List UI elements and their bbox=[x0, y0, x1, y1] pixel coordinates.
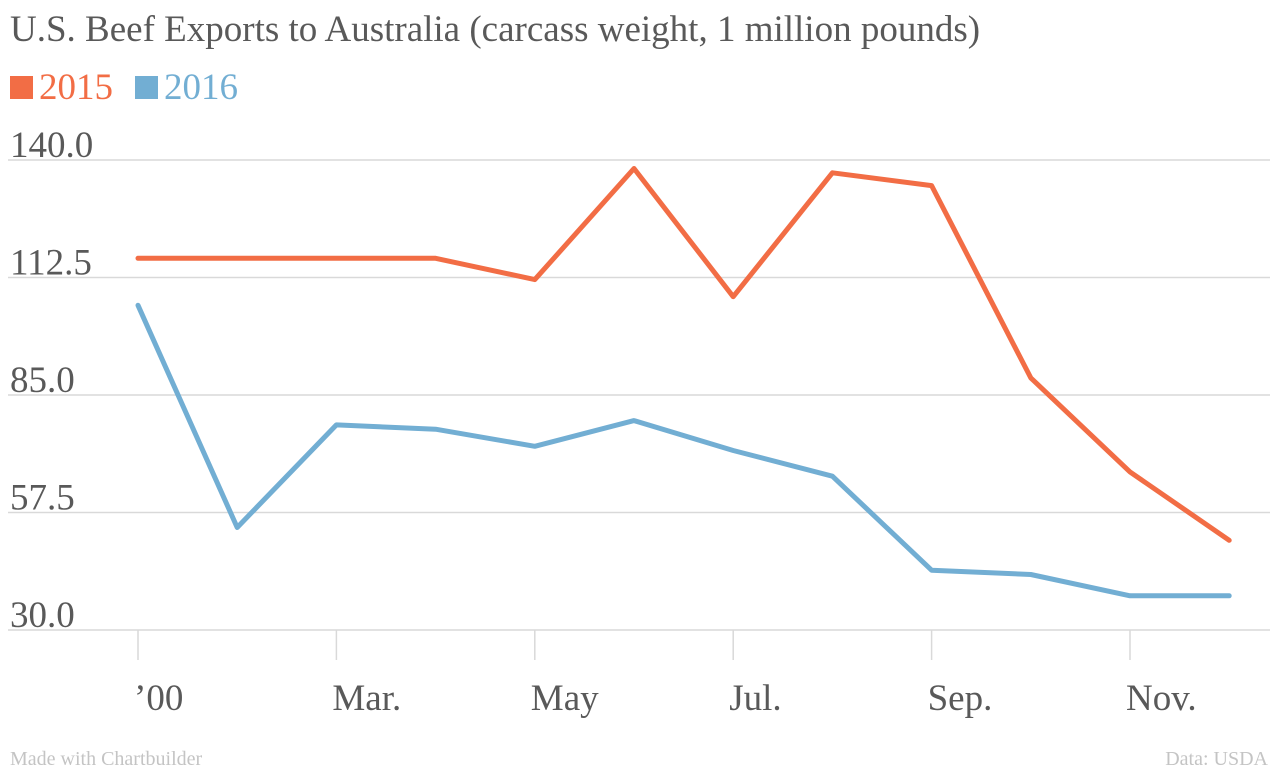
chart-title: U.S. Beef Exports to Australia (carcass … bbox=[10, 9, 981, 50]
x-tick-label: Nov. bbox=[1126, 678, 1197, 719]
gridlines bbox=[8, 159, 1270, 631]
legend-swatch-2015 bbox=[10, 76, 33, 99]
legend-swatch-2016 bbox=[135, 76, 158, 99]
y-axis-tick-labels: 140.0 112.5 85.0 57.5 30.0 bbox=[10, 125, 93, 636]
chartbuilder-credit: Made with Chartbuilder bbox=[10, 748, 203, 770]
series-line-2016 bbox=[135, 302, 1232, 599]
y-tick-label: 112.5 bbox=[10, 243, 92, 284]
x-tick-label: May bbox=[531, 678, 599, 719]
x-tick-label: Sep. bbox=[928, 678, 993, 719]
y-tick-label: 85.0 bbox=[10, 360, 75, 401]
series-line-2015 bbox=[135, 166, 1232, 543]
legend-label-2015: 2015 bbox=[39, 67, 113, 108]
y-tick-label: 140.0 bbox=[10, 125, 93, 166]
data-source: Data: USDA bbox=[1165, 748, 1268, 770]
series-lines bbox=[135, 166, 1232, 599]
y-tick-label: 57.5 bbox=[10, 478, 75, 519]
x-axis: ’00 Mar. May Jul. Sep. Nov. bbox=[134, 630, 1197, 719]
x-tick-label: ’00 bbox=[134, 678, 183, 719]
y-tick-label: 30.0 bbox=[10, 595, 75, 636]
legend-label-2016: 2016 bbox=[164, 67, 238, 108]
legend-item-2015: 2015 bbox=[10, 66, 113, 109]
legend-item-2016: 2016 bbox=[135, 66, 238, 109]
x-tick-label: Mar. bbox=[332, 678, 401, 719]
legend: 2015 2016 bbox=[10, 66, 260, 109]
x-tick-label: Jul. bbox=[729, 678, 781, 719]
